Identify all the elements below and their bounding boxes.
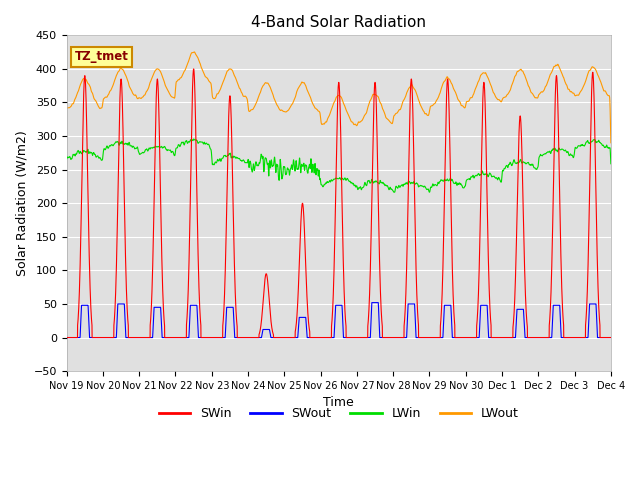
Legend: SWin, SWout, LWin, LWout: SWin, SWout, LWin, LWout: [154, 402, 524, 425]
Text: TZ_tmet: TZ_tmet: [75, 50, 129, 63]
X-axis label: Time: Time: [323, 396, 354, 409]
Title: 4-Band Solar Radiation: 4-Band Solar Radiation: [252, 15, 426, 30]
Y-axis label: Solar Radiation (W/m2): Solar Radiation (W/m2): [15, 131, 28, 276]
